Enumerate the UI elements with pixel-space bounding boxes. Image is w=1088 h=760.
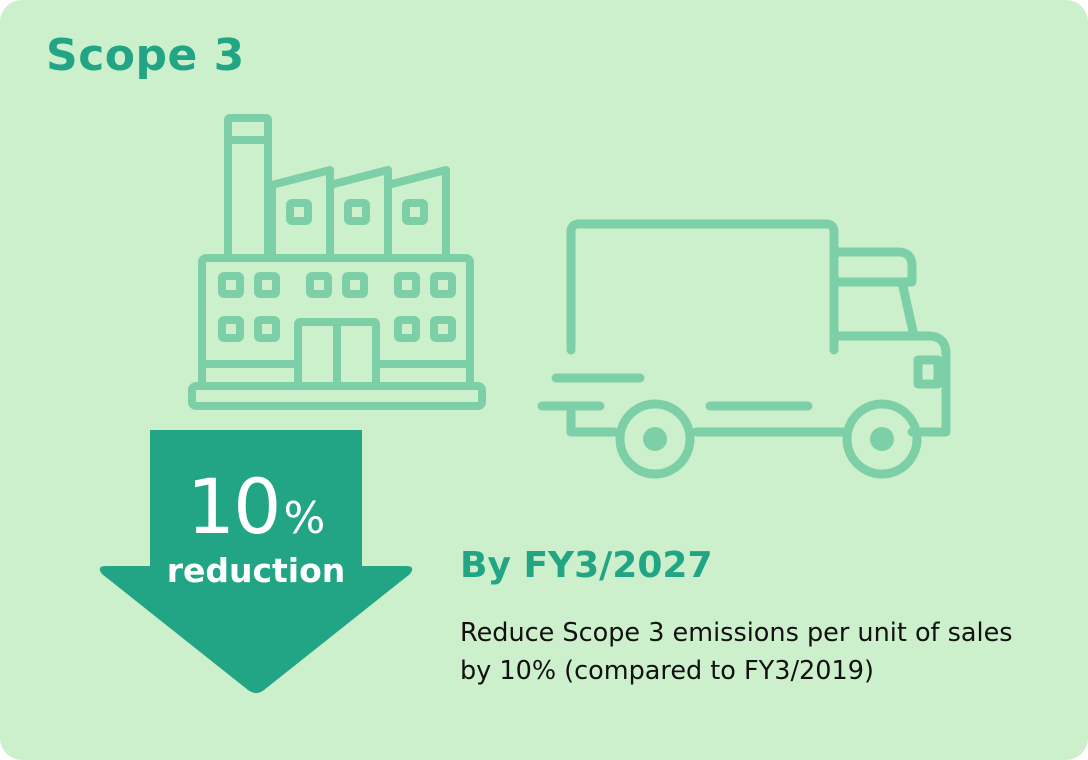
scope-title: Scope 3 xyxy=(46,30,245,81)
target-description: Reduce Scope 3 emissions per unit of sal… xyxy=(460,618,1013,686)
reduction-percentage: 10% xyxy=(150,462,362,551)
wheel-hub xyxy=(870,427,894,451)
down-arrow-icon xyxy=(99,430,413,693)
reduction-number: 10 xyxy=(186,462,282,551)
percent-sign: % xyxy=(283,493,326,544)
target-deadline: By FY3/2027 xyxy=(460,545,713,586)
factory-icon xyxy=(188,114,486,410)
reduction-label: reduction xyxy=(166,551,346,590)
delivery-truck-icon xyxy=(537,219,951,479)
wheel-hub xyxy=(643,427,667,451)
